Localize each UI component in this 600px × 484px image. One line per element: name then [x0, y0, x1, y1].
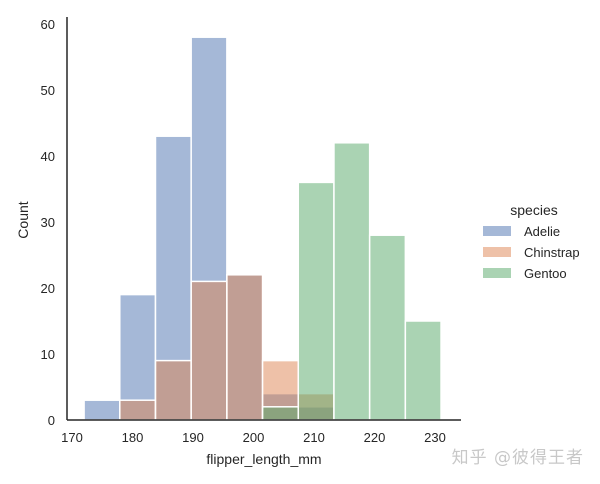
legend-label-gentoo: Gentoo — [524, 266, 567, 281]
legend-swatch-chinstrap — [483, 247, 511, 257]
x-tick-label: 230 — [424, 430, 446, 445]
y-tick-label: 10 — [41, 347, 55, 362]
x-tick-label: 190 — [182, 430, 204, 445]
legend-label-adelie: Adelie — [524, 224, 560, 239]
bar-chinstrap — [154, 359, 192, 421]
x-tick-label: 170 — [61, 430, 83, 445]
legend-swatch-gentoo — [483, 268, 511, 278]
y-tick-label: 40 — [41, 149, 55, 164]
bar-chinstrap — [190, 280, 228, 421]
bar-gentoo — [261, 406, 300, 421]
legend-swatch-adelie — [483, 226, 511, 236]
x-tick-label: 210 — [303, 430, 325, 445]
x-tick-label: 200 — [243, 430, 265, 445]
bar-gentoo — [297, 181, 335, 421]
bar-chinstrap — [226, 274, 264, 421]
y-axis-label: Count — [15, 201, 31, 238]
x-tick-labels: 170 180 190 200 210 220 230 — [61, 430, 446, 445]
x-axis-label: flipper_length_mm — [206, 451, 321, 467]
y-tick-label: 50 — [41, 83, 55, 98]
legend: species Adelie Chinstrap Gentoo — [483, 202, 580, 281]
watermark: 知乎 @彼得王者 — [451, 448, 584, 468]
bars-layer — [83, 36, 442, 421]
bar-gentoo — [404, 320, 442, 421]
bar-chinstrap — [119, 399, 157, 421]
legend-title: species — [510, 202, 557, 218]
x-tick-label: 220 — [364, 430, 386, 445]
bar-gentoo — [368, 234, 407, 421]
bar-adelie — [83, 399, 121, 421]
y-tick-labels: 0 10 20 30 40 50 60 — [41, 17, 55, 428]
y-tick-label: 30 — [41, 215, 55, 230]
y-tick-label: 60 — [41, 17, 55, 32]
legend-label-chinstrap: Chinstrap — [524, 245, 580, 260]
bar-gentoo — [333, 142, 371, 421]
y-tick-label: 0 — [48, 413, 55, 428]
y-tick-label: 20 — [41, 281, 55, 296]
x-tick-label: 180 — [122, 430, 144, 445]
bar-adelie — [119, 293, 157, 421]
